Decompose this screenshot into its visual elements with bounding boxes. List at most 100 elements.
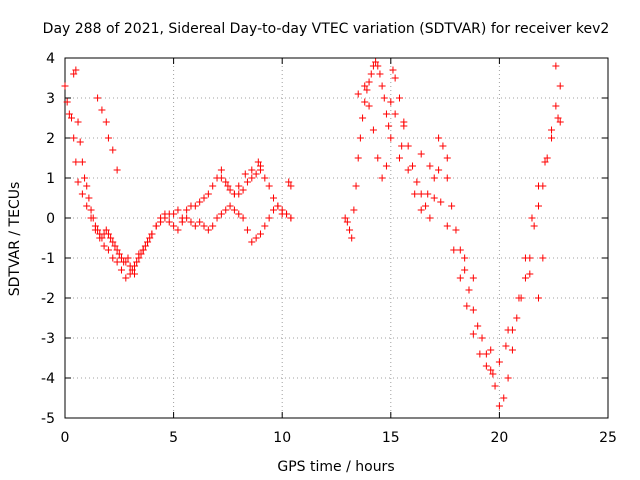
y-tick-label: -4 xyxy=(41,371,55,387)
data-point xyxy=(213,214,221,222)
data-point xyxy=(98,106,106,114)
data-point xyxy=(350,206,358,214)
data-point xyxy=(463,302,471,310)
data-point xyxy=(548,126,556,134)
data-point xyxy=(217,166,225,174)
data-point xyxy=(94,94,102,102)
data-point xyxy=(372,58,380,66)
data-point xyxy=(378,82,386,90)
data-point xyxy=(81,174,89,182)
data-point xyxy=(395,94,403,102)
data-point xyxy=(346,226,354,234)
data-point xyxy=(265,214,273,222)
data-point xyxy=(124,254,132,262)
y-tick-label: -1 xyxy=(41,251,55,267)
data-point xyxy=(254,158,262,166)
data-point xyxy=(191,202,199,210)
data-point xyxy=(391,74,399,82)
data-point xyxy=(417,206,425,214)
data-point xyxy=(554,114,562,122)
data-point xyxy=(128,266,136,274)
y-axis-title: SDTVAR / TECUs xyxy=(7,182,23,297)
data-point xyxy=(200,222,208,230)
data-points xyxy=(61,58,564,410)
data-point xyxy=(361,82,369,90)
data-point xyxy=(104,134,112,142)
data-point xyxy=(96,234,104,242)
x-tick-label: 10 xyxy=(273,430,291,446)
data-point xyxy=(126,270,134,278)
data-point xyxy=(261,222,269,230)
data-point xyxy=(235,210,243,218)
chart-title: Day 288 of 2021, Sidereal Day-to-day VTE… xyxy=(43,21,610,37)
data-point xyxy=(343,218,351,226)
data-point xyxy=(183,214,191,222)
data-point xyxy=(144,238,152,246)
data-point xyxy=(380,94,388,102)
data-point xyxy=(534,294,542,302)
data-point xyxy=(367,70,375,78)
data-point xyxy=(556,82,564,90)
data-point xyxy=(435,166,443,174)
y-tick-label: 4 xyxy=(46,51,55,67)
data-point xyxy=(256,162,264,170)
data-point xyxy=(556,118,564,126)
data-point xyxy=(382,110,390,118)
data-point xyxy=(243,178,251,186)
data-point xyxy=(76,138,84,146)
data-point xyxy=(241,170,249,178)
data-point xyxy=(534,202,542,210)
data-point xyxy=(196,218,204,226)
data-point xyxy=(141,242,149,250)
data-point xyxy=(248,238,256,246)
data-point xyxy=(104,246,112,254)
data-point xyxy=(452,226,460,234)
data-point xyxy=(270,206,278,214)
data-point xyxy=(148,230,156,238)
data-point xyxy=(482,350,490,358)
data-point xyxy=(374,154,382,162)
x-tick-label: 5 xyxy=(169,430,178,446)
data-point xyxy=(361,98,369,106)
data-point xyxy=(387,134,395,142)
data-point xyxy=(70,134,78,142)
data-point xyxy=(178,218,186,226)
data-point xyxy=(174,206,182,214)
data-point xyxy=(252,170,260,178)
data-point xyxy=(430,174,438,182)
data-point xyxy=(117,254,125,262)
data-point xyxy=(283,210,291,218)
data-point xyxy=(133,258,141,266)
data-point xyxy=(482,362,490,370)
data-point xyxy=(541,158,549,166)
data-point xyxy=(417,150,425,158)
data-point xyxy=(109,254,117,262)
data-point xyxy=(104,230,112,238)
data-point xyxy=(274,202,282,210)
data-point xyxy=(422,202,430,210)
data-point xyxy=(230,190,238,198)
data-point xyxy=(352,182,360,190)
data-point xyxy=(85,194,93,202)
data-point xyxy=(363,86,371,94)
data-point xyxy=(87,214,95,222)
data-point xyxy=(83,182,91,190)
data-point xyxy=(91,226,99,234)
data-point xyxy=(435,134,443,142)
data-point xyxy=(113,258,121,266)
data-point xyxy=(409,162,417,170)
data-point xyxy=(226,186,234,194)
data-point xyxy=(102,118,110,126)
data-point xyxy=(61,82,69,90)
data-point xyxy=(63,98,71,106)
data-point xyxy=(521,254,529,262)
data-point xyxy=(200,194,208,202)
data-point xyxy=(217,174,225,182)
data-point xyxy=(504,326,512,334)
data-point xyxy=(456,246,464,254)
data-point xyxy=(487,346,495,354)
data-point xyxy=(461,254,469,262)
data-point xyxy=(113,166,121,174)
data-point xyxy=(389,66,397,74)
data-point xyxy=(400,118,408,126)
